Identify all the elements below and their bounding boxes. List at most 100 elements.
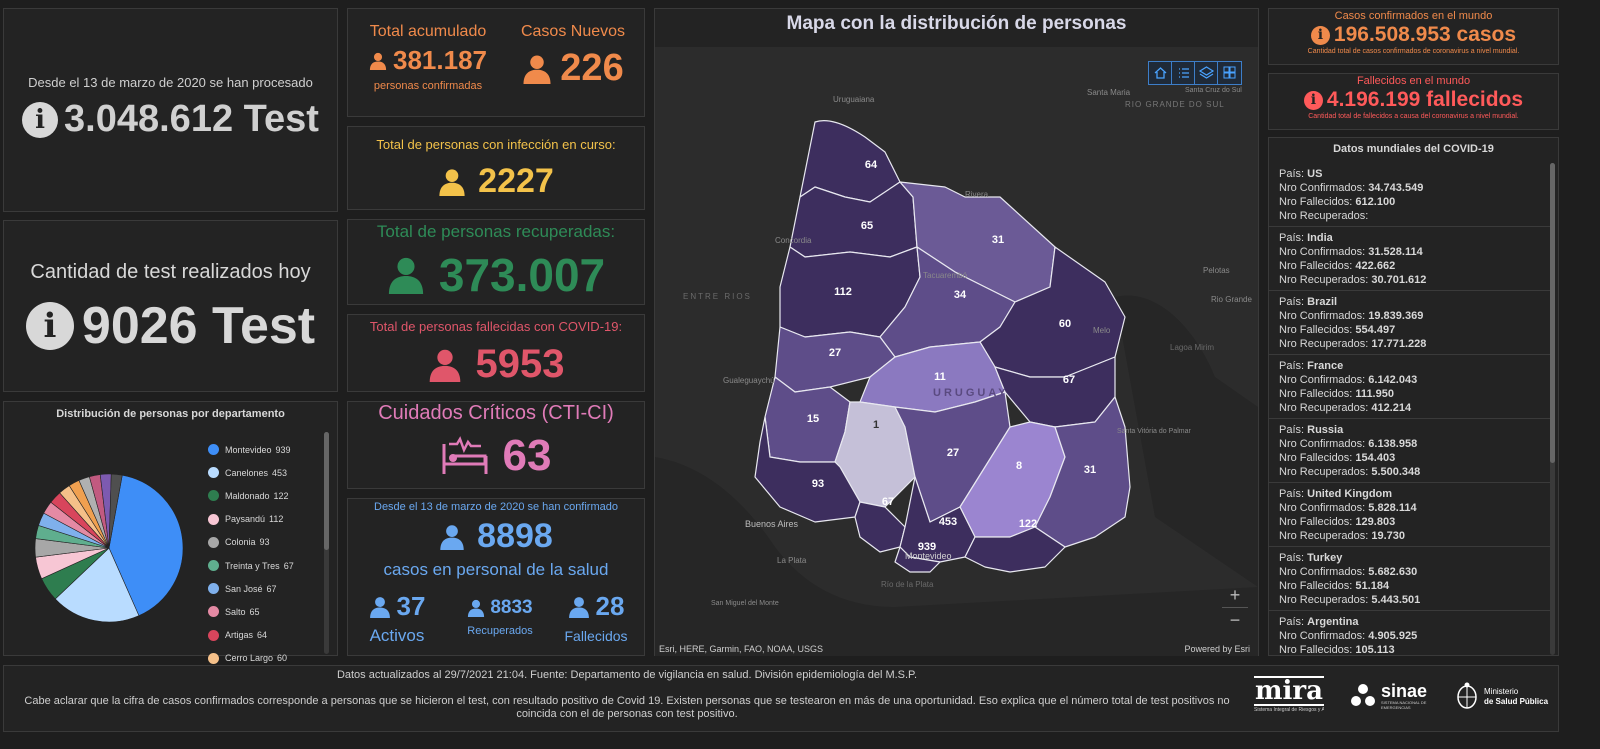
world-deaths-panel: Fallecidos en el mundo i 4.196.199 falle… <box>1268 73 1559 130</box>
person-icon <box>440 524 464 550</box>
legend-item[interactable]: San José 67 <box>208 577 318 600</box>
place-label: RIO GRANDE DO SUL <box>1125 100 1225 109</box>
legend-value: 453 <box>272 467 288 478</box>
world-list-item: País: US Nro Confirmados: 34.743.549 Nro F… <box>1269 163 1550 227</box>
health-staff-caption: Desde el 13 de marzo de 2020 se han conf… <box>374 501 618 513</box>
layers-icon[interactable] <box>1195 62 1218 84</box>
basemap-gallery-icon[interactable] <box>1218 62 1241 84</box>
dept-maldonado[interactable] <box>964 526 1066 573</box>
sinae-logo-sub: SISTEMA NACIONAL DE EMERGENCIAS <box>1381 700 1427 710</box>
person-icon <box>369 52 387 70</box>
world-list-label: Nro Recuperados: <box>1279 530 1372 542</box>
person-icon <box>388 257 423 294</box>
legend-label: Salto <box>225 606 246 617</box>
place-label: Río de la Plata <box>881 580 934 589</box>
world-list-label: Nro Confirmados: <box>1279 374 1369 386</box>
world-list-item: País: Turkey Nro Confirmados: 5.682.630 Nr… <box>1269 547 1550 611</box>
footer-update-line: Datos actualizados al 29/7/2021 21:04. F… <box>336 669 918 681</box>
legend-item[interactable]: Paysandú 112 <box>208 508 318 531</box>
legend-label: Maldonado <box>225 490 270 501</box>
dept-value-label: 27 <box>947 447 959 459</box>
zoom-out-button[interactable]: − <box>1229 610 1241 630</box>
legend-item[interactable]: Salto 65 <box>208 600 318 623</box>
legend-item[interactable]: Artigas 64 <box>208 624 318 647</box>
world-list-label: País: <box>1279 168 1308 180</box>
new-cases-title: Casos Nuevos <box>520 23 626 40</box>
world-deaths-note: Cantidad total de fallecidos a causa del… <box>1308 113 1519 120</box>
world-list-label: Nro Recuperados: <box>1279 594 1372 606</box>
home-icon[interactable] <box>1149 62 1172 84</box>
pie-slice-other[interactable] <box>108 473 123 549</box>
legend-item[interactable]: Colonia 93 <box>208 531 318 554</box>
person-icon <box>568 596 589 618</box>
world-list-confirmed: 4.905.925 <box>1368 630 1418 642</box>
dept-san-jose[interactable] <box>854 501 906 553</box>
legend-list-icon[interactable] <box>1172 62 1195 84</box>
world-list-confirmed: 19.839.369 <box>1368 310 1424 322</box>
world-list-item: País: Brazil Nro Confirmados: 19.839.369 N… <box>1269 291 1550 355</box>
legend-item[interactable]: Treinta y Tres 67 <box>208 554 318 577</box>
legend-scrollbar[interactable] <box>324 432 329 654</box>
sinae-emblem-icon <box>1351 684 1375 706</box>
staff-recovered-label: Recuperados <box>467 625 533 637</box>
world-list-label: País: <box>1279 232 1308 244</box>
world-list-title: Datos mundiales del COVID-19 <box>1333 143 1494 155</box>
person-icon <box>439 168 465 196</box>
place-label: Concordia <box>775 236 812 245</box>
world-list-country: United Kingdom <box>1307 488 1393 500</box>
place-label: Santa Maria <box>1087 88 1131 97</box>
legend-label: Artigas <box>225 630 254 641</box>
dept-pie-chart <box>34 473 184 623</box>
msp-logo-line2: de Salud Pública <box>1484 697 1549 706</box>
world-list[interactable]: País: US Nro Confirmados: 34.743.549 Nro F… <box>1269 163 1550 655</box>
world-list-label: País: <box>1279 488 1308 500</box>
legend-swatch <box>208 467 219 479</box>
world-list-deaths: 612.100 <box>1355 196 1396 208</box>
dept-rocha[interactable] <box>1034 396 1131 548</box>
pie-slice-canelones[interactable] <box>54 547 140 623</box>
pie-slice-montevideo[interactable] <box>108 474 184 617</box>
world-list-label: Nro Fallecidos: <box>1279 452 1356 464</box>
world-deaths-title: Fallecidos en el mundo <box>1356 75 1471 87</box>
world-deaths-value: 4.196.199 fallecidos <box>1326 88 1524 111</box>
legend-swatch <box>208 560 219 572</box>
legend-value: 93 <box>259 537 270 548</box>
zoom-in-button[interactable]: + <box>1229 585 1241 605</box>
staff-active-block: 37 Activos <box>362 591 432 646</box>
legend-value: 939 <box>275 444 291 455</box>
legend-label: San José <box>225 583 263 594</box>
world-list-confirmed: 6.138.958 <box>1368 438 1418 450</box>
dept-value-label: 11 <box>934 371 946 383</box>
uruguay-map[interactable]: Uruguaiana Santa Maria Santa Cruz do Sul… <box>655 47 1258 656</box>
footer-disclaimer: Cabe aclarar que la cifra de casos confi… <box>24 695 1230 720</box>
dept-chart-title: Distribución de personas por departament… <box>56 408 285 420</box>
world-list-deaths: 105.113 <box>1355 644 1395 655</box>
legend-item[interactable]: Maldonado 122 <box>208 484 318 507</box>
dept-montevideo[interactable] <box>894 546 941 573</box>
legend-item[interactable]: Cerro Largo 60 <box>208 647 318 670</box>
dept-value-label: 34 <box>954 289 967 301</box>
legend-value: 60 <box>277 653 288 664</box>
legend-label: Canelones <box>225 467 269 478</box>
place-label: Tacuarembó <box>923 271 968 280</box>
esri-powered[interactable]: Powered by Esri <box>1184 644 1250 654</box>
health-staff-subtitle: casos en personal de la salud <box>383 560 609 579</box>
legend-value: 65 <box>249 606 260 617</box>
world-list-country: Brazil <box>1307 296 1338 308</box>
world-list-recovered: 30.701.612 <box>1371 274 1427 286</box>
place-label: Gualeguaychú <box>723 376 775 385</box>
mira-logo-sub: Sistema Integral de Riesgos y Alertamien… <box>1254 707 1324 713</box>
world-list-recovered: 5.443.501 <box>1371 594 1421 606</box>
world-list-label: Nro Confirmados: <box>1279 502 1369 514</box>
map-view[interactable]: Uruguaiana Santa Maria Santa Cruz do Sul… <box>655 47 1258 656</box>
legend-label: Treinta y Tres <box>225 560 280 571</box>
world-list-deaths: 51.184 <box>1355 580 1390 592</box>
world-list-scrollbar[interactable] <box>1550 163 1555 655</box>
legend-item[interactable]: Montevideo 939 <box>208 438 318 461</box>
dept-value-label: 27 <box>829 347 841 359</box>
world-list-label: País: <box>1279 424 1308 436</box>
map-title: Mapa con la distribución de personas <box>786 13 1127 34</box>
world-list-label: País: <box>1279 552 1308 564</box>
legend-item[interactable]: Canelones 453 <box>208 461 318 484</box>
world-list-label: Nro Recuperados: <box>1279 466 1372 478</box>
